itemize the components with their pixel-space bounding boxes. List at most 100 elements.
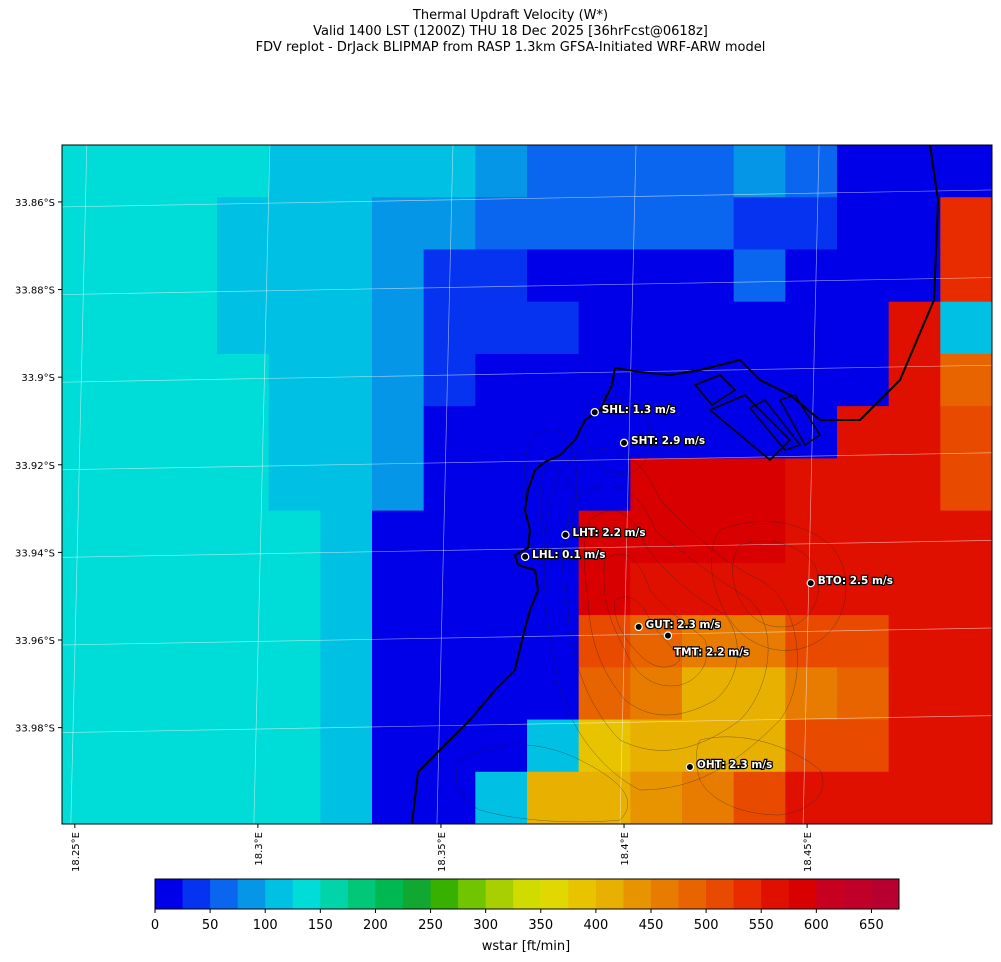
colorbar-segment bbox=[375, 879, 404, 909]
colorbar-segment bbox=[155, 879, 184, 909]
colorbar-segment bbox=[403, 879, 432, 909]
station-dot bbox=[561, 530, 570, 540]
heatmap-cell bbox=[578, 145, 631, 198]
heatmap-cell bbox=[837, 562, 890, 616]
heatmap-cell bbox=[217, 301, 270, 355]
colorbar-segment bbox=[678, 879, 707, 909]
heatmap-cell bbox=[217, 145, 270, 198]
lon-tick-label: 18.45°E bbox=[803, 832, 814, 872]
colorbar-tick-label: 50 bbox=[202, 918, 219, 933]
colorbar-segment bbox=[871, 879, 900, 909]
heatmap-cell bbox=[165, 197, 218, 251]
heatmap-cell bbox=[113, 301, 166, 355]
colorbar-tick-label: 350 bbox=[528, 918, 553, 933]
heatmap-cell bbox=[888, 562, 941, 616]
heatmap-cell bbox=[372, 667, 425, 721]
heatmap-cell bbox=[372, 249, 425, 303]
colorbar-tick-label: 450 bbox=[639, 918, 664, 933]
heatmap-cell bbox=[320, 771, 373, 824]
heatmap-cell bbox=[837, 615, 890, 668]
heatmap-cell bbox=[475, 249, 528, 303]
terrain-contours bbox=[455, 395, 847, 823]
station-markers: SHL: 1.3 m/s SHT: 2.9 m/s LHT: 2.2 m/s LHL:… bbox=[520, 403, 894, 772]
heatmap-cell bbox=[423, 771, 476, 824]
heatmap-cell bbox=[578, 406, 631, 459]
coastline bbox=[411, 145, 940, 824]
colorbar-segment bbox=[485, 879, 514, 909]
heatmap-cell bbox=[940, 719, 992, 773]
heatmap-cell bbox=[527, 406, 580, 459]
heatmap-cell bbox=[372, 510, 425, 564]
heatmap-cell bbox=[423, 458, 476, 512]
heatmap-cell bbox=[630, 197, 683, 251]
colorbar-tick-label: 250 bbox=[418, 918, 443, 933]
heatmap-cell bbox=[630, 406, 683, 459]
heatmap-cell bbox=[733, 458, 786, 512]
heatmap-cell bbox=[630, 249, 683, 303]
colorbar-segment bbox=[843, 879, 872, 909]
heatmap-cell bbox=[475, 719, 528, 773]
heatmap-cell bbox=[578, 197, 631, 251]
colorbar-tick-label: 500 bbox=[694, 918, 719, 933]
lon-tick-label: 18.3°E bbox=[254, 832, 265, 866]
heatmap-cell bbox=[733, 197, 786, 251]
heatmap-cell bbox=[940, 458, 992, 512]
colorbar-segment bbox=[761, 879, 790, 909]
lat-tick-label: 33.86°S bbox=[15, 198, 55, 209]
heatmap-cell bbox=[940, 667, 992, 721]
heatmap-cell bbox=[785, 615, 838, 668]
heatmap-cell bbox=[578, 562, 631, 616]
heatmap-cell bbox=[682, 197, 735, 251]
heatmap-cell bbox=[423, 667, 476, 721]
colorbar-tick-labels: 0 50 100 150 200 250 300 350 400 450 500 550 600 650 bbox=[151, 909, 884, 933]
heatmap-cell bbox=[372, 615, 425, 668]
heatmap-cell bbox=[888, 197, 941, 251]
heatmap-cell bbox=[372, 301, 425, 355]
station-shl: SHL: 1.3 m/s bbox=[590, 403, 677, 417]
heatmap-cell bbox=[733, 667, 786, 721]
colorbar-segment bbox=[623, 879, 652, 909]
heatmap-cell bbox=[940, 562, 992, 616]
title-line-2: Valid 1400 LST (1200Z) THU 18 Dec 2025 [… bbox=[313, 24, 708, 39]
heatmap-cell bbox=[268, 458, 321, 512]
heatmap-cell bbox=[372, 458, 425, 512]
heatmap-cell bbox=[113, 510, 166, 564]
heatmap-cell bbox=[527, 667, 580, 721]
heatmap-cell bbox=[165, 249, 218, 303]
heatmap-cell bbox=[940, 510, 992, 564]
heatmap-cell bbox=[423, 510, 476, 564]
heatmap-cell bbox=[320, 301, 373, 355]
heatmap-cell bbox=[578, 510, 631, 564]
heatmap-cell bbox=[733, 771, 786, 824]
colorbar-segment bbox=[733, 879, 762, 909]
lat-gridline bbox=[62, 364, 992, 383]
heatmap-cell bbox=[837, 353, 890, 407]
heatmap-cell bbox=[372, 353, 425, 407]
heatmap-cell bbox=[837, 771, 890, 824]
heatmap-cell bbox=[165, 667, 218, 721]
map-frame bbox=[61, 144, 993, 825]
lon-gridline bbox=[619, 145, 637, 824]
colorbar-segment bbox=[595, 879, 624, 909]
heatmap-cell bbox=[113, 249, 166, 303]
heatmap-cell bbox=[682, 562, 735, 616]
heatmap-cell bbox=[940, 197, 992, 251]
colorbar-segment bbox=[458, 879, 487, 909]
heatmap-cell bbox=[217, 406, 270, 459]
heatmap-cell bbox=[475, 771, 528, 824]
heatmap-cell bbox=[62, 197, 115, 251]
station-dot bbox=[619, 438, 629, 448]
heatmap-cell bbox=[837, 301, 890, 355]
station-label: OHT: 2.3 m/s bbox=[697, 759, 772, 771]
heatmap-cell bbox=[940, 406, 992, 459]
heatmap-cell bbox=[372, 197, 425, 251]
heatmap-cell bbox=[682, 615, 735, 668]
heatmap-cell bbox=[578, 458, 631, 512]
heatmap-cell bbox=[682, 145, 735, 198]
heatmap-cell bbox=[165, 719, 218, 773]
heatmap-cell bbox=[165, 615, 218, 668]
heatmap-cell bbox=[320, 458, 373, 512]
station-label: SHL: 1.3 m/s bbox=[602, 404, 676, 416]
lat-tick-label: 33.94°S bbox=[15, 548, 55, 559]
heatmap-cell bbox=[785, 249, 838, 303]
